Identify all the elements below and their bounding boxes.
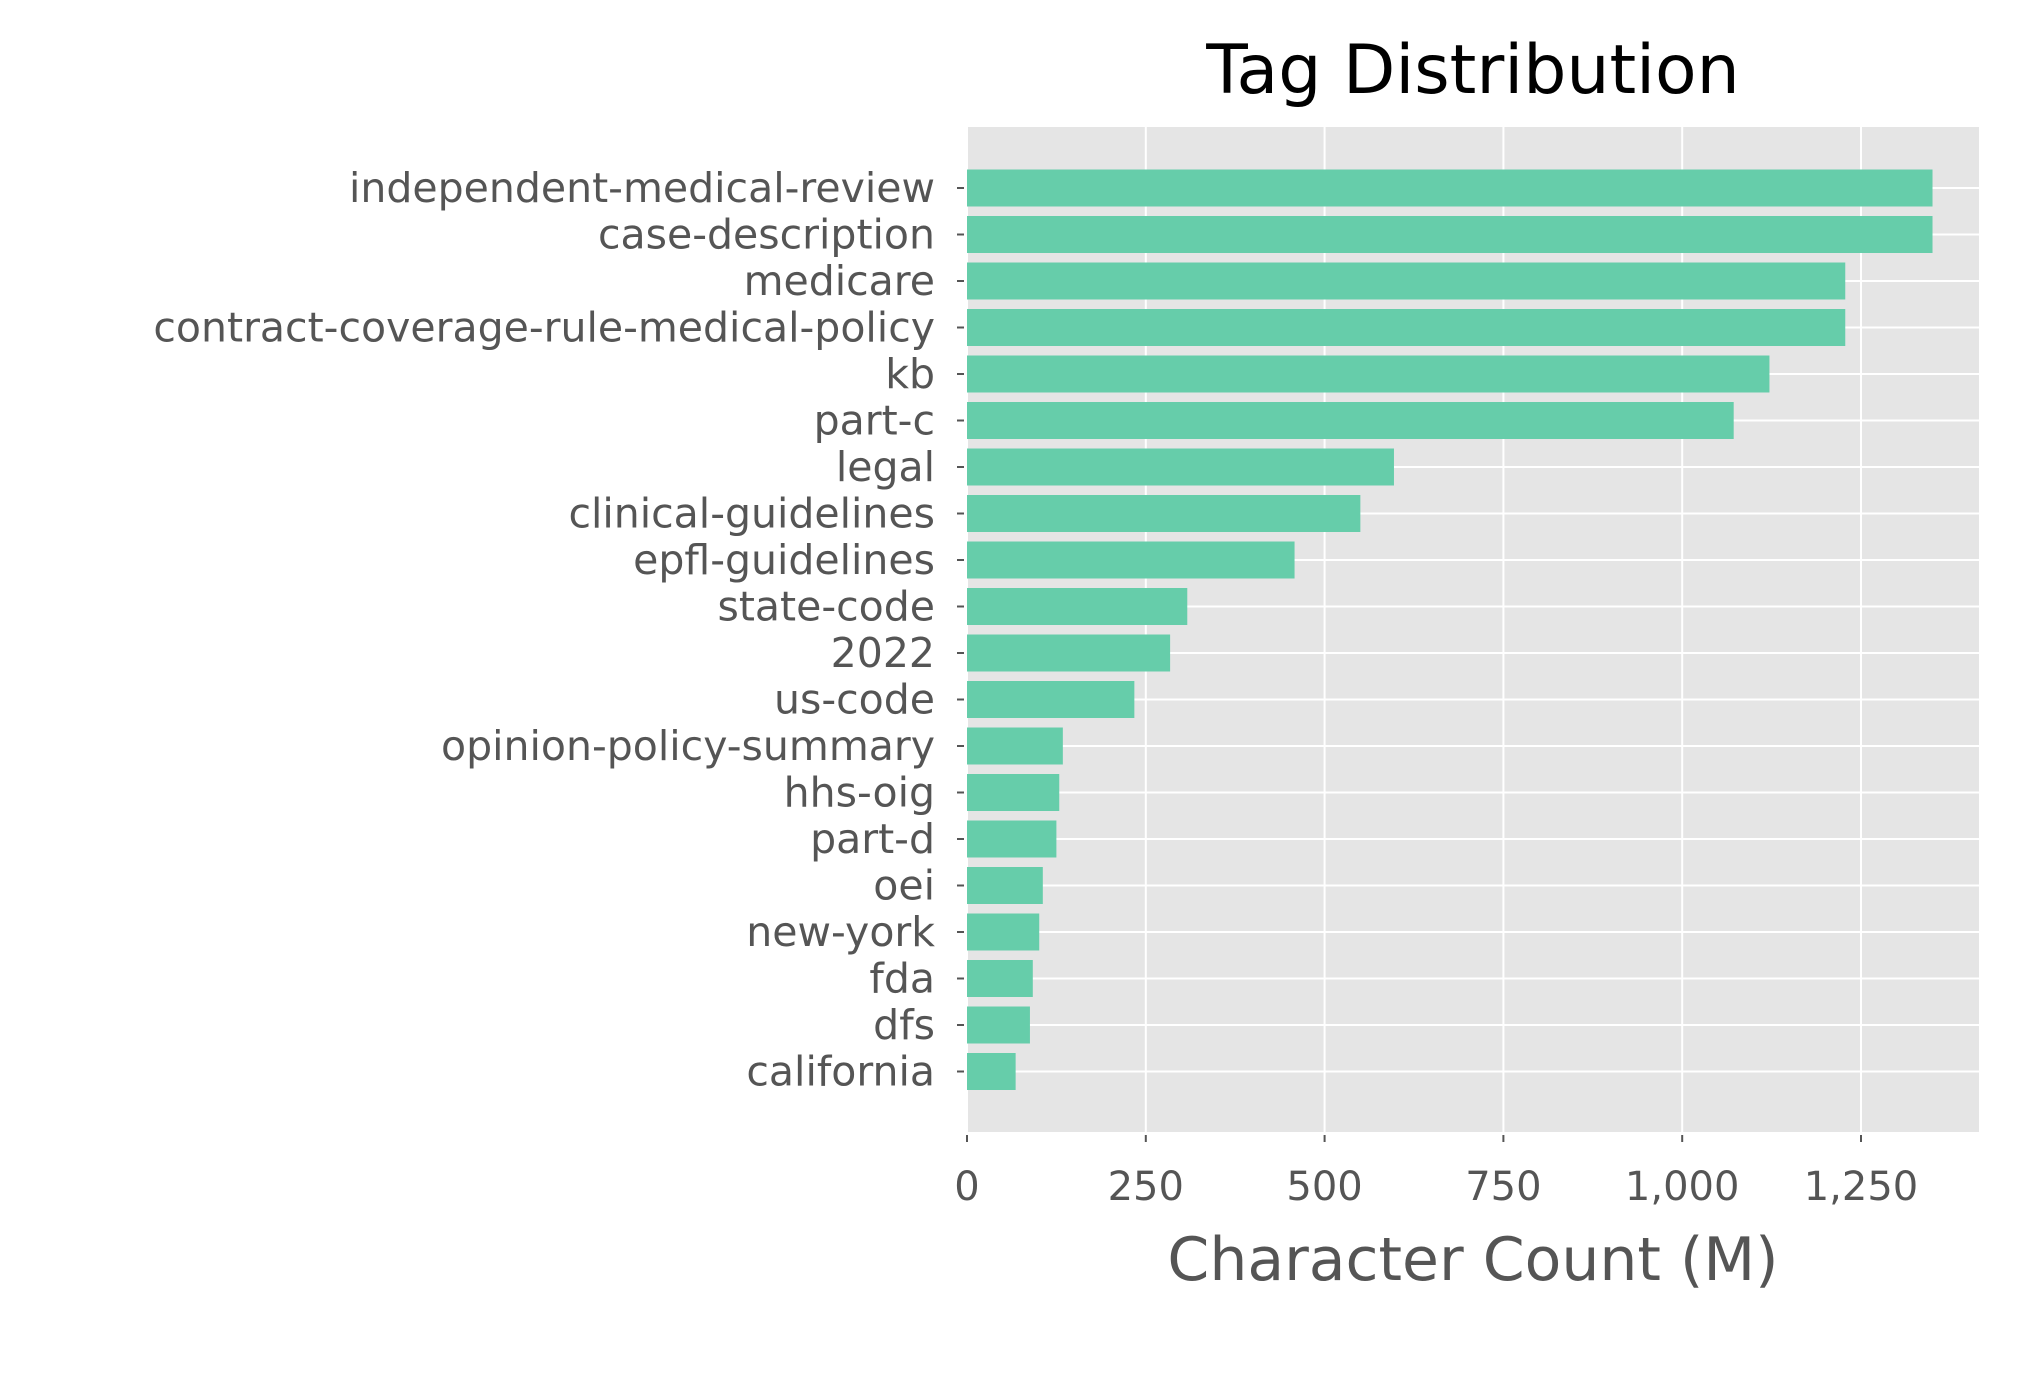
bar xyxy=(967,867,1043,904)
bar xyxy=(967,309,1846,346)
x-tick-label: 250 xyxy=(1108,1164,1184,1210)
x-tick-label: 1,000 xyxy=(1625,1164,1740,1210)
y-tick-label: epfl-guidelines xyxy=(633,536,935,584)
bar xyxy=(967,1053,1016,1090)
bar xyxy=(967,402,1734,439)
bar xyxy=(967,495,1361,532)
y-tick-label: us-code xyxy=(774,676,935,724)
y-tick-label: dfs xyxy=(873,1001,935,1049)
y-tick-label: state-code xyxy=(717,583,935,631)
x-tick-label: 1,250 xyxy=(1804,1164,1919,1210)
y-tick-label: california xyxy=(746,1048,935,1096)
y-tick-label: clinical-guidelines xyxy=(568,490,935,538)
y-tick-label: contract-coverage-rule-medical-policy xyxy=(153,304,935,352)
y-tick-label: fda xyxy=(869,955,935,1003)
bar xyxy=(967,262,1846,300)
y-tick-label: 2022 xyxy=(831,629,935,677)
y-tick-label: oei xyxy=(873,862,935,910)
y-tick-label: opinion-policy-summary xyxy=(441,722,935,770)
bar xyxy=(967,1006,1030,1044)
bar xyxy=(967,541,1295,579)
x-tick-label: 0 xyxy=(954,1164,979,1210)
bar xyxy=(967,169,1933,207)
bar xyxy=(967,681,1135,718)
chart-title: Tag Distribution xyxy=(1205,31,1739,110)
y-tick-label: kb xyxy=(885,350,935,398)
y-tick-label: case-description xyxy=(598,211,935,259)
y-tick-label: independent-medical-review xyxy=(349,164,935,212)
bar xyxy=(967,448,1394,486)
bar xyxy=(967,588,1188,625)
y-tick-label: new-york xyxy=(746,908,935,956)
bar xyxy=(967,727,1063,765)
y-tick-label: part-d xyxy=(810,815,935,863)
bar xyxy=(967,960,1033,997)
x-axis-title: Character Count (M) xyxy=(1167,1225,1778,1295)
bars xyxy=(967,169,1933,1090)
y-tick-label: medicare xyxy=(744,257,935,305)
x-tick-label: 750 xyxy=(1465,1164,1541,1210)
y-axis-ticks: independent-medical-reviewcase-descripti… xyxy=(153,164,964,1096)
y-tick-label: legal xyxy=(836,443,935,491)
bar xyxy=(967,634,1171,672)
bar xyxy=(967,913,1040,951)
bar xyxy=(967,355,1770,393)
bar xyxy=(967,820,1057,858)
y-tick-label: part-c xyxy=(814,397,935,445)
bar xyxy=(967,216,1933,253)
x-axis-ticks: 0 250 500 750 1,000 1,250 xyxy=(954,1135,1918,1210)
x-tick-label: 500 xyxy=(1286,1164,1362,1210)
y-tick-label: hhs-oig xyxy=(784,769,935,817)
bar xyxy=(967,774,1060,811)
